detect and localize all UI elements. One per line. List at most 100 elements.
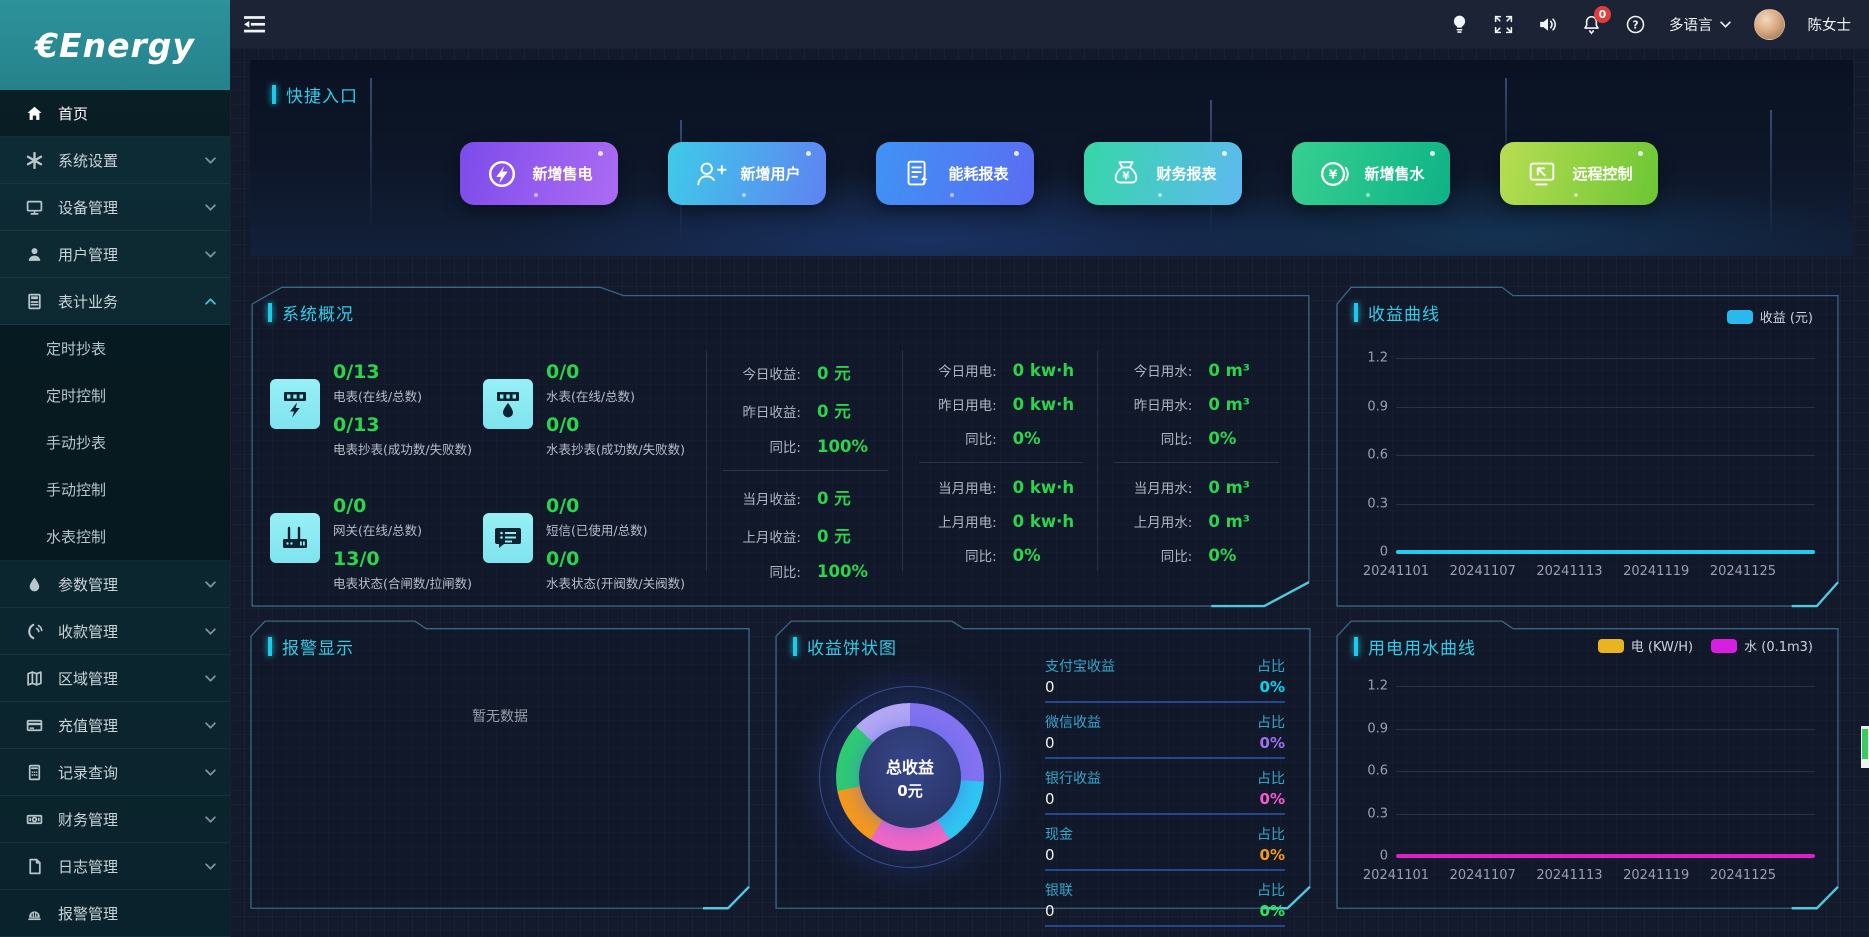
add-user-button[interactable]: 新增用户 (668, 142, 826, 205)
sidebar-subitem-manual-reading[interactable]: 手动抄表 (0, 419, 230, 466)
stat-label: 同比: (1160, 432, 1193, 448)
stat-label: 水表(在线/总数) (546, 389, 635, 404)
sidebar-item-device-management[interactable]: 设备管理 (0, 184, 230, 231)
alarm-display-panel: 报警显示 暂无数据 (250, 620, 750, 910)
stat-label: 上月用水: (1133, 515, 1193, 531)
finance-report-button[interactable]: ¥ 财务报表 (1084, 142, 1242, 205)
channel-value: 0 (1045, 734, 1055, 752)
droplet-icon (26, 576, 43, 593)
sidebar-item-finance-management[interactable]: 财务管理 (0, 796, 230, 843)
add-water-sale-button[interactable]: ¥ 新增售水 (1292, 142, 1450, 205)
stat-value: 100% (817, 437, 868, 456)
map-icon (26, 670, 43, 687)
button-label: 远程控制 (1572, 165, 1633, 183)
quick-entry-buttons: 新增售电 新增用户 能耗报表 ¥ 财务报表 ¥ 新增售水 (460, 142, 1658, 205)
add-electricity-sale-button[interactable]: 新增售电 (460, 142, 618, 205)
x-tick-label: 20241101 (1362, 868, 1430, 883)
sidebar-subitem-manual-control[interactable]: 手动控制 (0, 466, 230, 513)
theme-bulb-button[interactable] (1449, 14, 1470, 35)
divider (901, 351, 903, 571)
page-scrollbar[interactable] (1861, 726, 1869, 768)
sidebar-subitem-scheduled-reading[interactable]: 定时抄表 (0, 325, 230, 372)
sidebar-item-user-management[interactable]: 用户管理 (0, 231, 230, 278)
dashboard-grid: 系统概况 0/13 电表(在线/总数) 0/13 电表抄表(成功数/失败数) (250, 286, 1853, 927)
monitor-icon (26, 199, 43, 216)
button-label: 能耗报表 (948, 165, 1009, 183)
notification-bell-button[interactable]: 0 (1581, 5, 1611, 35)
submenu-label: 手动控制 (46, 481, 107, 499)
sidebar-item-record-query[interactable]: 记录查询 (0, 749, 230, 796)
stat-value: 0 m³ (1208, 512, 1250, 531)
stat-label: 上月收益: (742, 530, 801, 546)
quick-entry-banner: 快捷入口 新增售电 新增用户 能耗报表 ¥ 财务报表 (250, 60, 1853, 256)
stat-value: 13/0 (333, 548, 380, 570)
scrollbar-thumb[interactable] (1862, 729, 1868, 759)
energy-report-button[interactable]: 能耗报表 (876, 142, 1034, 205)
money-bag-icon: ¥ (1115, 160, 1138, 183)
sidebar-item-home[interactable]: 首页 (0, 90, 230, 137)
x-tick-label: 20241125 (1709, 564, 1777, 579)
sound-button[interactable] (1537, 14, 1558, 35)
stat-value: 0 kw·h (1012, 512, 1075, 531)
sidebar-item-collection-management[interactable]: 收款管理 (0, 608, 230, 655)
sidebar-subitem-scheduled-control[interactable]: 定时控制 (0, 372, 230, 419)
sidebar-item-recharge-management[interactable]: 充值管理 (0, 702, 230, 749)
light-beam (1770, 110, 1772, 240)
language-selector[interactable]: 多语言 (1669, 14, 1731, 35)
stat-value: 0% (1012, 546, 1041, 565)
stat-value: 0 m³ (1208, 395, 1250, 414)
user-plus-icon (697, 162, 728, 185)
donut-center: 总收益 0元 (859, 726, 961, 828)
sidebar-item-label: 记录查询 (58, 763, 119, 782)
sidebar-item-label: 区域管理 (58, 669, 119, 688)
x-tick-label: 20241119 (1623, 564, 1690, 579)
logo-text: €Energy (35, 25, 195, 65)
channel-value: 0 (1045, 902, 1055, 920)
sidebar-item-system-settings[interactable]: 系统设置 (0, 137, 230, 184)
notification-badge: 0 (1594, 5, 1611, 23)
fullscreen-button[interactable] (1493, 14, 1514, 35)
gridline (1396, 455, 1815, 456)
channel-percent: 0% (1259, 790, 1285, 808)
alarm-display-title: 报警显示 (268, 634, 732, 659)
gridline (1396, 728, 1815, 730)
sidebar-subitem-water-meter-control[interactable]: 水表控制 (0, 513, 230, 560)
sidebar-collapse-button[interactable] (243, 15, 266, 34)
electric-meter-stat: 0/13 电表(在线/总数) 0/13 电表抄表(成功数/失败数) (270, 361, 483, 467)
stat-value: 0 元 (817, 402, 851, 421)
y-tick-label: 1.2 (1367, 678, 1388, 694)
x-tick-label: 20241107 (1449, 868, 1516, 883)
sidebar-item-region-management[interactable]: 区域管理 (0, 655, 230, 702)
svg-text:?: ? (1632, 19, 1638, 31)
chevron-down-icon (205, 627, 216, 635)
revenue-donut-chart: 总收益 0元 (815, 682, 1005, 872)
help-button[interactable]: ? (1625, 14, 1646, 35)
avatar[interactable] (1753, 8, 1785, 40)
gridline (1396, 686, 1815, 687)
sidebar-item-label: 日志管理 (58, 857, 119, 876)
username[interactable]: 陈女士 (1807, 17, 1852, 34)
stat-value: 0 元 (817, 364, 851, 383)
stat-value: 0/0 (546, 548, 580, 570)
sidebar-item-parameter-management[interactable]: 参数管理 (0, 561, 230, 608)
x-tick-label: 20241125 (1709, 868, 1777, 883)
channel-percent: 0% (1259, 902, 1285, 920)
revenue-legend: 收益 (元) (1726, 307, 1813, 326)
y-tick-label: 0.9 (1367, 721, 1388, 736)
sidebar-item-meter-business[interactable]: 表计业务 (0, 278, 230, 325)
stat-value: 0% (1012, 429, 1041, 448)
phone-volume-icon (26, 623, 43, 640)
ratio-label: 占比 (1257, 883, 1285, 899)
stat-label: 当月收益: (742, 492, 801, 508)
home-icon (26, 105, 43, 122)
button-label: 财务报表 (1156, 165, 1217, 183)
meter-business-submenu: 定时抄表 定时控制 手动抄表 手动控制 水表控制 (0, 325, 230, 561)
sidebar-item-log-management[interactable]: 日志管理 (0, 843, 230, 890)
stat-label: 当月用水: (1133, 481, 1193, 497)
remote-control-button[interactable]: 远程控制 (1500, 142, 1658, 205)
y-tick-label: 0.6 (1367, 447, 1388, 463)
sidebar-item-alarm-management[interactable]: 报警管理 (0, 890, 230, 937)
gateway-stat: 0/0 网关(在线/总数) 13/0 电表状态(合闸数/拉闸数) (270, 495, 483, 601)
remote-monitor-icon (1530, 162, 1555, 185)
list-item-alipay: 支付宝收益 占比 0 0% (1045, 656, 1285, 703)
